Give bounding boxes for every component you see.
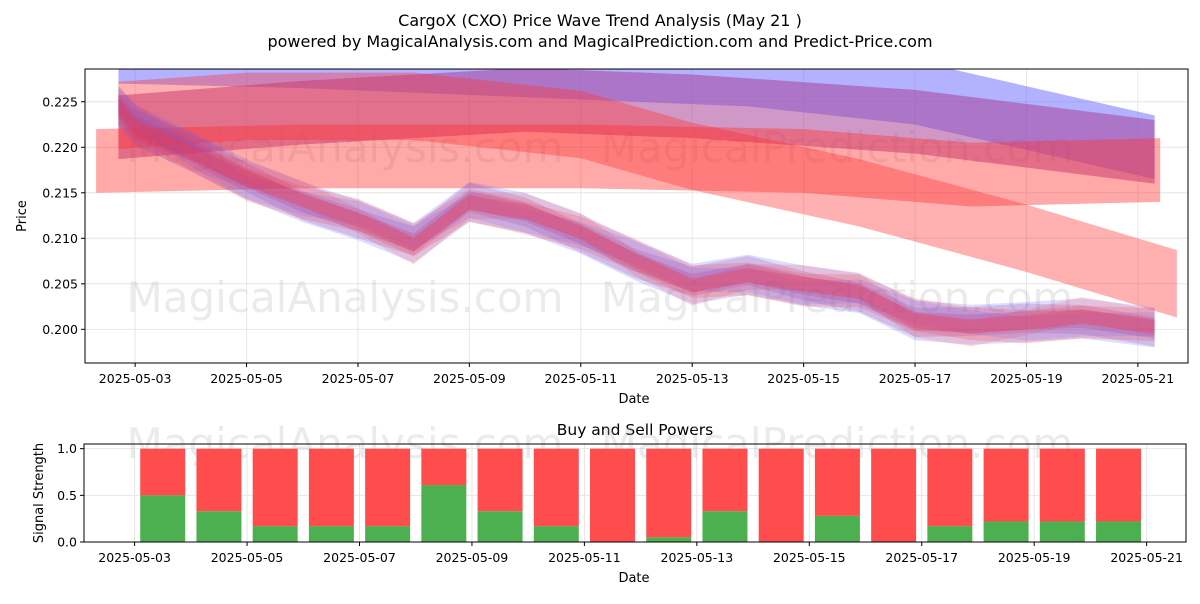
price-x-tick-label: 2025-05-19 bbox=[990, 371, 1063, 386]
sell-bar bbox=[533, 448, 579, 527]
signal-y-tick-label: 0.5 bbox=[57, 488, 77, 503]
sell-bar bbox=[983, 448, 1029, 522]
sell-bar bbox=[308, 448, 354, 527]
sell-bar bbox=[421, 448, 467, 486]
short-term-wave bbox=[118, 88, 1155, 341]
short-term-wave bbox=[118, 92, 1155, 347]
signal-x-tick-label: 2025-05-21 bbox=[1110, 550, 1183, 565]
buy-bar bbox=[646, 537, 692, 542]
band-mid-term-red-2 bbox=[96, 124, 1161, 207]
signal-x-label: Date bbox=[618, 571, 649, 586]
signal-x-tick-label: 2025-05-15 bbox=[773, 550, 846, 565]
buy-bar bbox=[814, 515, 860, 542]
buy-bar bbox=[1039, 521, 1085, 542]
signal-x-tick-label: 2025-05-13 bbox=[661, 550, 734, 565]
buy-bar bbox=[252, 526, 298, 542]
sell-bar bbox=[1039, 448, 1085, 522]
price-x-tick-label: 2025-05-15 bbox=[767, 371, 840, 386]
watermark-text: MagicalAnalysis.com bbox=[127, 273, 564, 322]
price-plot-frame bbox=[84, 68, 1189, 364]
price-x-tick-label: 2025-05-17 bbox=[879, 371, 952, 386]
buy-bar bbox=[702, 511, 748, 542]
signal-x-tick-label: 2025-05-09 bbox=[436, 550, 509, 565]
short-term-wave bbox=[118, 86, 1155, 348]
chart-title: CargoX (CXO) Price Wave Trend Analysis (… bbox=[398, 11, 802, 30]
signal-x-tick-label: 2025-05-11 bbox=[548, 550, 621, 565]
price-band-layer bbox=[96, 69, 1177, 348]
watermark-text: MagicalPrediction.com bbox=[601, 273, 1074, 322]
sell-bar bbox=[646, 448, 692, 538]
price-x-tick-label: 2025-05-05 bbox=[210, 371, 283, 386]
price-y-tick-label: 0.210 bbox=[42, 231, 78, 246]
signal-x-tick-label: 2025-05-19 bbox=[998, 550, 1071, 565]
signal-bars bbox=[140, 448, 1142, 542]
sell-bar bbox=[758, 448, 804, 542]
signal-y-tick-label: 1.0 bbox=[57, 441, 77, 456]
band-mid-term-red bbox=[118, 72, 1177, 318]
price-bands bbox=[96, 69, 1177, 348]
price-ticks: 2025-05-03 2025-05-05 2025-05-07 2025-05-09… bbox=[42, 94, 1174, 386]
signal-plot-frame bbox=[83, 443, 1187, 543]
price-x-tick-label: 2025-05-07 bbox=[322, 371, 395, 386]
signal-x-tick-label: 2025-05-03 bbox=[98, 550, 171, 565]
signal-title: Buy and Sell Powers bbox=[557, 421, 714, 439]
price-x-tick-label: 2025-05-11 bbox=[544, 371, 617, 386]
short-term-wave bbox=[118, 85, 1155, 344]
sell-bar bbox=[702, 448, 748, 512]
price-y-label: Price bbox=[15, 200, 30, 232]
sell-bar bbox=[365, 448, 411, 527]
price-y-tick-label: 0.200 bbox=[42, 322, 78, 337]
price-x-tick-label: 2025-05-09 bbox=[433, 371, 506, 386]
price-x-tick-label: 2025-05-21 bbox=[1102, 371, 1175, 386]
sell-bar bbox=[1096, 448, 1142, 522]
signal-y-tick-label: 0.0 bbox=[57, 535, 77, 550]
signal-y-label: Signal Strength bbox=[32, 443, 47, 543]
signal-ticks: 2025-05-03 2025-05-05 2025-05-07 2025-05-09… bbox=[57, 441, 1183, 565]
signal-x-tick-label: 2025-05-05 bbox=[211, 550, 284, 565]
buy-bar bbox=[1096, 521, 1142, 542]
buy-bar bbox=[140, 495, 186, 542]
price-y-tick-label: 0.225 bbox=[42, 94, 78, 109]
buy-bar bbox=[927, 526, 973, 542]
sell-bar bbox=[814, 448, 860, 516]
sell-bar bbox=[871, 448, 917, 542]
short-term-wave bbox=[118, 95, 1155, 347]
sell-bar bbox=[927, 448, 973, 527]
price-x-label: Date bbox=[618, 392, 649, 407]
buy-bar bbox=[477, 511, 523, 542]
price-y-tick-label: 0.205 bbox=[42, 276, 78, 291]
price-y-tick-label: 0.215 bbox=[42, 185, 78, 200]
price-x-tick-label: 2025-05-03 bbox=[99, 371, 172, 386]
signal-panel: Buy and Sell Powers MagicalAnalysis.com M… bbox=[32, 419, 1187, 586]
price-x-tick-label: 2025-05-13 bbox=[656, 371, 729, 386]
price-panel: MagicalAnalysis.com MagicalPrediction.com… bbox=[15, 68, 1189, 407]
short-term-wave bbox=[118, 98, 1155, 339]
sell-bar bbox=[477, 448, 523, 512]
signal-x-tick-label: 2025-05-17 bbox=[885, 550, 958, 565]
buy-bar bbox=[196, 511, 242, 542]
buy-bar bbox=[533, 526, 579, 542]
sell-bar bbox=[140, 448, 186, 496]
buy-bar bbox=[365, 526, 411, 542]
sell-bar bbox=[196, 448, 242, 512]
signal-x-tick-label: 2025-05-07 bbox=[323, 550, 396, 565]
buy-bar bbox=[308, 526, 354, 542]
chart-subtitle: powered by MagicalAnalysis.com and Magic… bbox=[267, 32, 932, 51]
sell-bar bbox=[252, 448, 298, 527]
price-y-tick-label: 0.220 bbox=[42, 140, 78, 155]
buy-bar bbox=[421, 485, 467, 542]
band-long-term-purple bbox=[118, 69, 1155, 184]
buy-bar bbox=[983, 521, 1029, 542]
sell-bar bbox=[590, 448, 635, 542]
